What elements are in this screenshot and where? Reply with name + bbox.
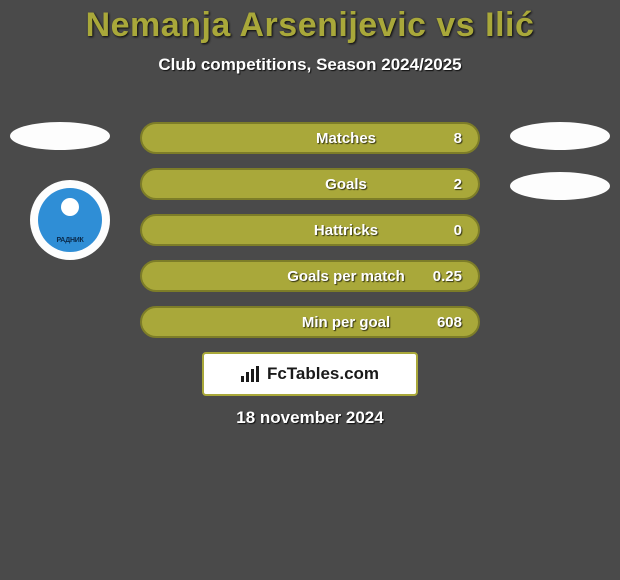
stat-label: Min per goal [158, 314, 424, 331]
stat-value: 8 [424, 130, 462, 147]
stat-value: 0 [424, 222, 462, 239]
player-right-avatar-placeholder-2 [510, 172, 610, 200]
date-label: 18 november 2024 [0, 408, 620, 428]
stat-row: Matches 8 [140, 122, 480, 154]
stat-row: Min per goal 608 [140, 306, 480, 338]
club-badge-icon: РАДНИК [38, 188, 102, 252]
subtitle: Club competitions, Season 2024/2025 [0, 55, 620, 75]
stat-label: Matches [158, 130, 424, 147]
stat-row: Goals 2 [140, 168, 480, 200]
stat-value: 2 [424, 176, 462, 193]
page-title: Nemanja Arsenijevic vs Ilić [0, 0, 620, 45]
comparison-card: Nemanja Arsenijevic vs Ilić Club competi… [0, 0, 620, 580]
stat-label: Hattricks [158, 222, 424, 239]
stat-row: Hattricks 0 [140, 214, 480, 246]
stat-row: Goals per match 0.25 [140, 260, 480, 292]
player-right-avatar-placeholder-1 [510, 122, 610, 150]
player-left-club-badge: РАДНИК [30, 180, 110, 260]
source-label: FcTables.com [267, 364, 379, 384]
bar-chart-icon [241, 366, 261, 382]
stat-value: 608 [424, 314, 462, 331]
club-badge-label: РАДНИК [38, 237, 102, 244]
stats-table: Matches 8 Goals 2 Hattricks 0 Goals per … [140, 122, 480, 352]
stat-label: Goals [158, 176, 424, 193]
stat-value: 0.25 [424, 268, 462, 285]
player-left-avatar-placeholder [10, 122, 110, 150]
stat-label: Goals per match [158, 268, 424, 285]
source-badge[interactable]: FcTables.com [202, 352, 418, 396]
